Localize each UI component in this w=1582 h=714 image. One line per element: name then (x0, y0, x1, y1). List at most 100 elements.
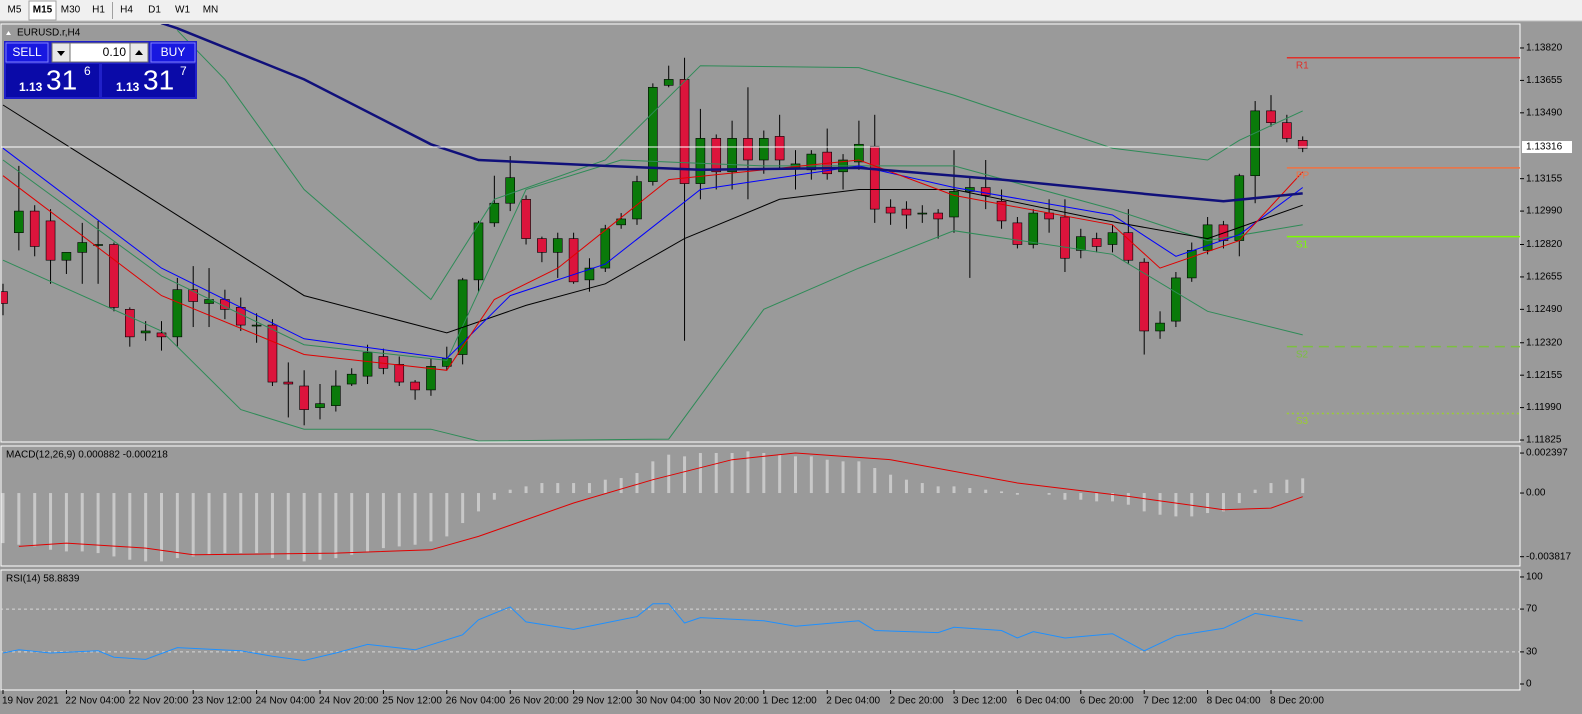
candle-body (1028, 212, 1039, 245)
tab[interactable] (85, 1, 112, 20)
tab[interactable] (1, 1, 28, 20)
x-tick-label: 24 Nov 04:00 (256, 696, 316, 707)
candle-body (315, 403, 325, 408)
x-tick-label: 1 Dec 12:00 (763, 696, 817, 707)
candle-body (473, 222, 484, 281)
candle-body (949, 191, 959, 218)
candle-body (980, 187, 991, 196)
candle-body (632, 181, 642, 220)
y-tick-label: 1.12990 (1526, 206, 1563, 217)
candle-body (695, 138, 706, 184)
y-tick-label: 70 (1526, 604, 1538, 615)
ask-big-figure: 1.13 (116, 80, 140, 94)
rsi-line (2, 603, 1303, 662)
macd-pane (0, 445, 1521, 567)
macd-plot (1, 451, 1305, 562)
ask-pips: 31 (143, 64, 174, 95)
candle-body (125, 309, 135, 338)
candle-body (663, 79, 674, 86)
tab-label[interactable]: D1 (148, 5, 161, 16)
bid-box[interactable] (6, 64, 99, 97)
x-tick-label: 8 Dec 04:00 (1207, 696, 1261, 707)
y-tick-label: 1.13490 (1526, 107, 1563, 118)
candle-body (679, 79, 690, 184)
candle-body (648, 86, 658, 182)
sell-button[interactable] (5, 42, 49, 63)
lot-value[interactable]: 0.10 (103, 45, 127, 59)
tab-label[interactable]: H1 (92, 5, 105, 16)
candle-body (251, 324, 262, 327)
y-tick-label: 1.12155 (1526, 370, 1563, 381)
timeframe-tabs: M5 M15 M30 H1 H4 D1 W1 MN (1, 0, 224, 21)
candle-body (1171, 277, 1181, 322)
x-tick-label: 8 Dec 20:00 (1270, 696, 1324, 707)
active-tab[interactable] (28, 0, 57, 21)
tab-label[interactable]: M30 (61, 5, 81, 16)
candle-body (93, 244, 103, 246)
tab-label[interactable]: M5 (8, 5, 22, 16)
candle-body (521, 198, 531, 239)
pivot-label: S1 (1296, 239, 1309, 250)
indicator-line (160, 24, 1303, 203)
candle-body (378, 356, 389, 369)
pivot-label: S2 (1296, 349, 1309, 360)
tab-label[interactable]: MN (203, 5, 219, 16)
x-tick-label: 6 Dec 20:00 (1080, 696, 1134, 707)
x-tick-label: 22 Nov 04:00 (65, 696, 125, 707)
buy-button[interactable] (150, 42, 196, 63)
tab[interactable] (113, 1, 140, 20)
y-tick-label: 0.00 (1526, 488, 1546, 499)
buy-label[interactable]: BUY (161, 45, 186, 59)
candle-body (1234, 175, 1245, 241)
tab[interactable] (169, 1, 196, 20)
candle-body (1250, 110, 1260, 177)
bid-big-figure: 1.13 (19, 80, 43, 94)
price-plot (1, 24, 1520, 442)
x-tick-label: 23 Nov 12:00 (192, 696, 252, 707)
candle-body (1012, 222, 1023, 245)
candle-body (172, 289, 183, 338)
x-tick-label: 29 Nov 12:00 (573, 696, 633, 707)
candle-body (29, 210, 40, 247)
tab[interactable] (141, 1, 168, 20)
x-tick-label: 30 Nov 20:00 (699, 696, 759, 707)
tab-label[interactable]: H4 (120, 5, 133, 16)
y-tick-label: 1.11990 (1526, 402, 1562, 413)
tab[interactable] (197, 1, 224, 20)
candle-body (901, 208, 912, 216)
tab[interactable] (57, 1, 84, 20)
ask-point: 7 (180, 64, 187, 78)
candle-body (109, 244, 119, 308)
candle-body (1282, 122, 1292, 139)
rsi-plot (1, 603, 1520, 662)
x-tick-label: 24 Nov 20:00 (319, 696, 379, 707)
x-tick-label: 25 Nov 12:00 (382, 696, 442, 707)
y-tick-label: 100 (1526, 572, 1543, 583)
tab-label[interactable]: M15 (33, 5, 53, 16)
candle-body (774, 136, 785, 161)
candle-body (1297, 140, 1308, 149)
candle-body (1107, 232, 1118, 245)
tab-label[interactable]: W1 (175, 5, 190, 16)
candle-body (14, 210, 24, 234)
arrow-up (135, 50, 143, 55)
pivot-label: S3 (1296, 416, 1309, 427)
axes: 1.13820 1.13655 1.13490 1.13155 1.12990 1.128… (2, 43, 1572, 707)
candle-body (331, 385, 341, 406)
y-tick-label: 30 (1526, 647, 1538, 658)
candle-body (426, 366, 436, 391)
y-tick-label: 1.13155 (1526, 173, 1563, 184)
sell-label[interactable]: SELL (12, 45, 42, 59)
collapse-arrow[interactable] (6, 31, 11, 35)
x-tick-label: 22 Nov 20:00 (129, 696, 189, 707)
x-tick-label: 26 Nov 20:00 (509, 696, 569, 707)
candle-body (489, 202, 500, 224)
candle-body (1266, 110, 1276, 123)
y-tick-label: 1.13655 (1526, 75, 1563, 86)
ask-box[interactable] (102, 64, 195, 97)
candle-body (61, 252, 72, 261)
one-click-trading-panel: SELL 0.10 BUY 1.13 31 6 1.13 31 7 (4, 41, 197, 99)
bid-pips: 31 (46, 64, 77, 95)
x-tick-label: 6 Dec 04:00 (1016, 696, 1070, 707)
